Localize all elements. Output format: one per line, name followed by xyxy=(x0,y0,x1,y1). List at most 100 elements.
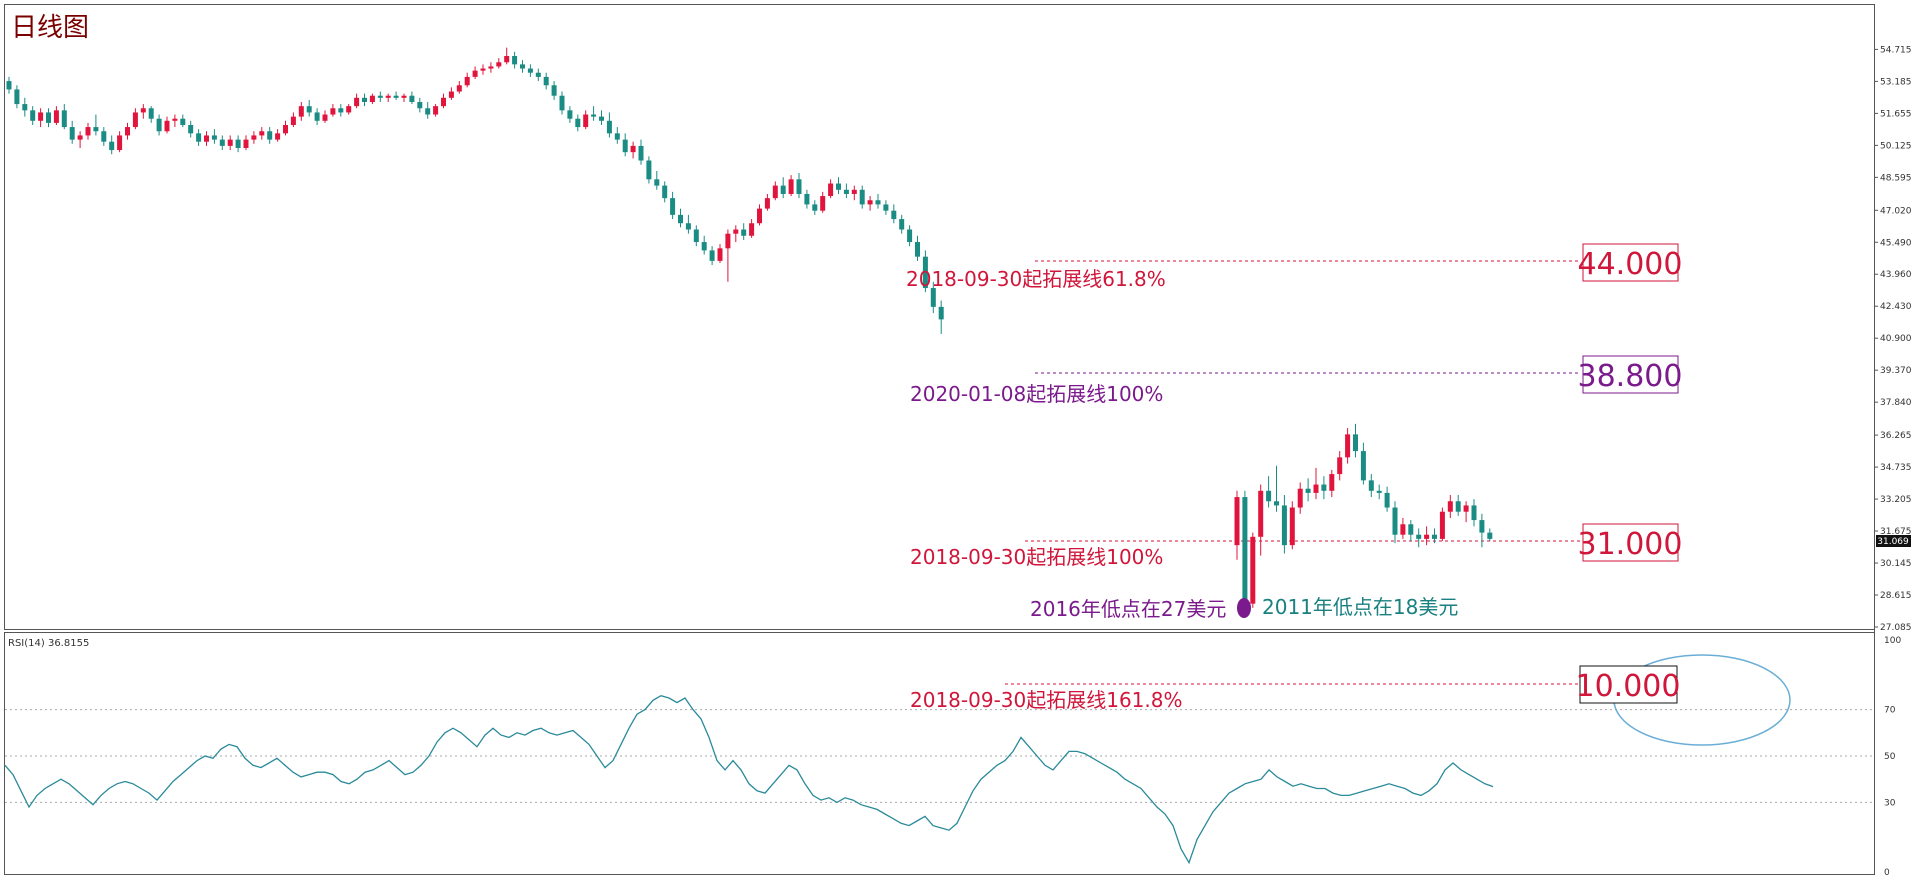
candle xyxy=(1345,428,1351,464)
candle-body xyxy=(204,135,209,142)
candle-body xyxy=(670,198,676,215)
candle xyxy=(1439,507,1445,541)
candle-body xyxy=(504,55,510,63)
fib-100-2018-value: 31.000 xyxy=(1578,527,1683,562)
candle-body xyxy=(85,127,91,136)
candle-body xyxy=(843,189,849,194)
candle-body xyxy=(472,70,478,77)
fib-100-2020-value: 38.800 xyxy=(1578,359,1683,394)
price-axis-label: 51.655 xyxy=(1880,109,1911,119)
candle xyxy=(227,135,233,151)
candle xyxy=(148,106,154,123)
candle xyxy=(1392,501,1398,544)
candle xyxy=(1274,465,1279,512)
candle xyxy=(1471,499,1477,527)
candle-body xyxy=(1408,524,1414,535)
candle-body xyxy=(1439,511,1445,539)
candle-body xyxy=(496,62,502,67)
candle-body xyxy=(701,242,707,251)
candle-body xyxy=(820,196,826,211)
candle xyxy=(504,47,510,65)
rsi-axis: 100 70 50 30 0 xyxy=(1884,636,1901,878)
candle-body xyxy=(464,76,470,86)
candle xyxy=(520,60,525,73)
candle xyxy=(290,112,296,128)
candle-body xyxy=(749,223,755,236)
candle-body xyxy=(1266,490,1272,502)
candle xyxy=(836,177,841,194)
candle-body xyxy=(559,95,565,111)
candle-body xyxy=(535,72,541,77)
fib-1618-value: 10.000 xyxy=(1576,669,1681,704)
candle xyxy=(456,81,462,94)
candle-body xyxy=(630,145,636,153)
candle-body xyxy=(614,133,620,140)
candle-body xyxy=(164,120,170,132)
candle xyxy=(646,156,652,184)
candle xyxy=(1455,494,1461,516)
candle-body xyxy=(362,97,367,102)
candle-body xyxy=(38,112,44,121)
candle xyxy=(1384,486,1390,512)
candle-body xyxy=(907,229,913,243)
candle-body xyxy=(441,97,446,107)
candle xyxy=(757,204,762,226)
fib-100-2020-label: 2020-01-08起拓展线100% xyxy=(910,382,1163,406)
rsi-axis-label: 30 xyxy=(1884,798,1896,808)
candle xyxy=(599,110,604,125)
candle xyxy=(306,99,312,117)
candle xyxy=(804,189,810,209)
rsi-axis-label: 0 xyxy=(1884,868,1890,878)
candle-body xyxy=(369,95,375,102)
candle-body xyxy=(93,127,99,132)
candle xyxy=(938,300,944,335)
price-axis-label: 34.735 xyxy=(1880,463,1911,473)
low-2016-marker xyxy=(1237,598,1251,618)
candle-body xyxy=(433,106,439,115)
candle-body xyxy=(46,112,51,123)
candle xyxy=(14,85,20,109)
candle-body xyxy=(922,256,928,289)
candle-body xyxy=(606,120,612,134)
candle xyxy=(101,127,107,146)
fib-1618-label: 2018-09-30起拓展线161.8% xyxy=(910,688,1183,712)
candle xyxy=(709,246,715,266)
candle-body xyxy=(243,139,249,148)
price-axis-label: 53.185 xyxy=(1880,77,1911,87)
candle xyxy=(46,108,51,128)
rsi-levels xyxy=(5,709,1874,803)
price-axis-label: 31.675 xyxy=(1880,527,1911,537)
candle-body xyxy=(306,106,312,113)
candle xyxy=(662,181,668,203)
candle xyxy=(109,135,115,155)
candle-body xyxy=(733,229,739,234)
candle xyxy=(393,91,399,100)
candle xyxy=(915,235,920,261)
price-axis-label: 45.490 xyxy=(1880,238,1911,248)
candle xyxy=(512,51,518,69)
fib-100-2020-box xyxy=(1582,355,1679,394)
candle-body xyxy=(322,114,328,121)
candle xyxy=(369,93,375,105)
candle xyxy=(654,170,660,190)
candle-body xyxy=(875,200,881,205)
candle-body xyxy=(480,68,486,71)
candle-body xyxy=(283,124,288,134)
candle-body xyxy=(1376,490,1382,493)
candle xyxy=(480,64,486,75)
candle xyxy=(1329,469,1335,498)
candle xyxy=(851,185,857,201)
candle-body xyxy=(796,179,802,194)
candle xyxy=(1400,517,1406,539)
candle-body xyxy=(69,127,75,140)
candle xyxy=(828,179,834,199)
candle-body xyxy=(456,85,462,92)
candle-body xyxy=(125,127,130,136)
candle xyxy=(859,185,865,209)
candle xyxy=(614,127,620,144)
candle xyxy=(701,235,707,255)
candle xyxy=(638,139,644,165)
candle xyxy=(235,135,241,153)
low-2011-label: 2011年低点在18美元 xyxy=(1262,595,1458,619)
candle xyxy=(385,93,391,102)
